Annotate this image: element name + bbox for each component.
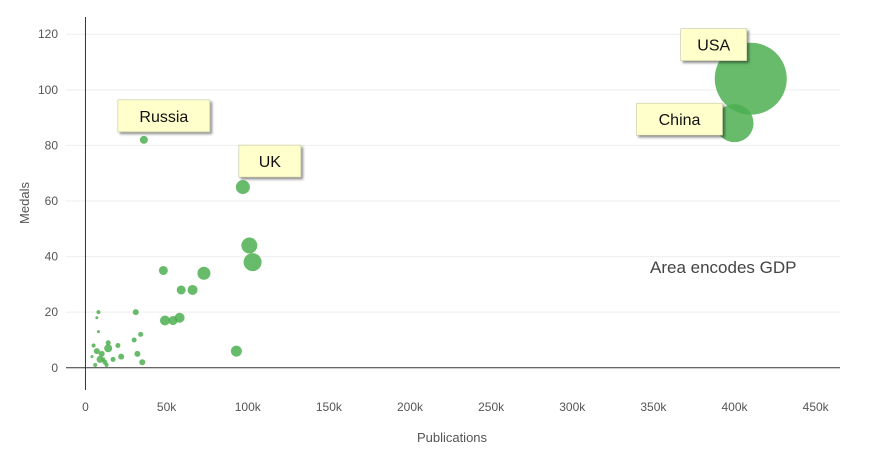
data-point <box>105 340 111 346</box>
data-point <box>139 359 146 366</box>
y-tick-labels: 0 20 40 60 80 100 120 <box>38 27 58 375</box>
x-tick-label: 0 <box>82 400 89 414</box>
axes <box>66 17 840 390</box>
y-tick-label: 60 <box>45 194 59 208</box>
data-point <box>90 355 94 359</box>
size-encoding-note: Area encodes GDP <box>650 258 796 277</box>
data-point <box>91 343 96 348</box>
data-point <box>132 309 139 316</box>
data-point <box>96 310 101 315</box>
callout-box-russia <box>117 99 211 133</box>
x-axis-title: Publications <box>417 430 488 445</box>
y-axis-title: Medals <box>17 182 32 224</box>
data-point <box>118 353 125 360</box>
data-point <box>158 265 168 275</box>
callout-label-uk: UK <box>259 154 282 171</box>
point-uk <box>235 180 250 195</box>
x-tick-label: 100k <box>235 400 262 414</box>
callout-label-russia: Russia <box>139 109 188 126</box>
callout-box-china <box>636 102 723 136</box>
x-tick-label: 300k <box>559 400 586 414</box>
data-point <box>159 315 170 326</box>
callout-label-china: China <box>659 112 701 129</box>
data-point <box>98 350 105 357</box>
data-point <box>241 237 258 254</box>
data-point <box>138 331 144 337</box>
callout-label-usa: USA <box>697 38 730 55</box>
y-tick-label: 40 <box>45 250 59 264</box>
data-point <box>243 253 262 272</box>
data-point <box>96 355 104 363</box>
x-tick-label: 150k <box>316 400 343 414</box>
y-tick-label: 120 <box>38 27 58 41</box>
x-tick-label: 200k <box>397 400 424 414</box>
x-tick-label: 250k <box>478 400 505 414</box>
x-tick-labels: 0 50k 100k 150k 200k 250k 300k 350k 400k 450k <box>82 400 830 414</box>
callout-box-usa <box>680 28 748 61</box>
y-tick-label: 80 <box>45 138 59 152</box>
data-point <box>230 345 242 357</box>
point-russia <box>139 135 148 144</box>
data-point <box>95 316 99 320</box>
data-point <box>131 337 137 343</box>
data-point <box>101 357 106 362</box>
data-point <box>134 350 141 357</box>
x-tick-label: 450k <box>803 400 830 414</box>
x-tick-label: 350k <box>640 400 667 414</box>
data-point <box>110 356 116 362</box>
data-point <box>104 344 113 353</box>
data-point <box>93 348 100 355</box>
y-tick-label: 100 <box>38 83 58 97</box>
x-tick-label: 50k <box>157 400 177 414</box>
gridlines <box>66 33 840 313</box>
data-point <box>174 312 185 323</box>
y-tick-label: 0 <box>51 361 58 375</box>
data-points <box>90 42 787 367</box>
data-point <box>176 285 186 295</box>
data-point <box>93 362 98 367</box>
data-point <box>96 330 100 334</box>
data-point <box>197 266 211 280</box>
point-callouts: USA China Russia UK <box>117 28 748 178</box>
data-point <box>115 343 121 349</box>
data-point <box>104 362 109 367</box>
y-tick-label: 20 <box>45 305 59 319</box>
data-point <box>187 284 198 295</box>
point-china <box>715 104 754 143</box>
callout-box-uk <box>238 144 302 178</box>
x-tick-label: 400k <box>722 400 749 414</box>
